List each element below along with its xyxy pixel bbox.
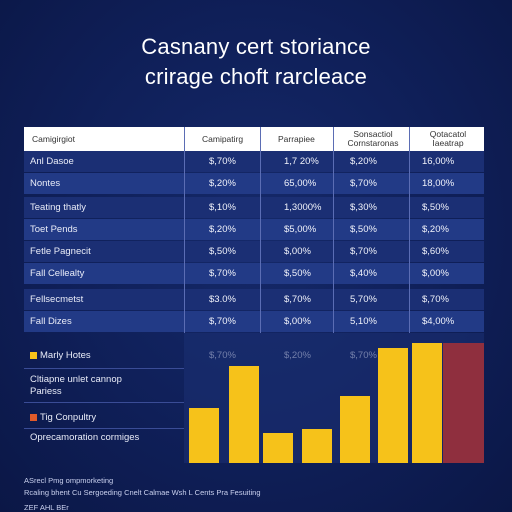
row-label: Fellsecmetst [30, 294, 84, 305]
table-cell: $,20% [209, 178, 236, 189]
row-label: Toet Pends [30, 224, 78, 235]
column-separator [333, 127, 334, 333]
table-cell: 5,10% [350, 316, 377, 327]
row-label: Teating thatly [30, 202, 86, 213]
table-cell: $,10% [209, 202, 236, 213]
divider [24, 368, 184, 369]
table-cell: $5,00% [284, 224, 317, 235]
table-cell: 16,00% [422, 156, 455, 167]
table-cell: $,20% [350, 156, 377, 167]
table-row: Fetle Pagnecit $,50% $,00% $,70% $,60% [24, 241, 484, 262]
legend-marker-icon [30, 351, 37, 359]
legend-label: Cltiapne unlet cannop Pariess [30, 374, 122, 397]
table-row: Marly Hotes $,70% $,20% $,70% [24, 345, 484, 366]
table-cell: $,20% [209, 224, 236, 235]
header-col-0: Camigirgiot [32, 134, 75, 144]
legend-marker-icon [30, 413, 37, 421]
table-row: Nontes $,20% 65,00% $,70% 18,00% [24, 173, 484, 194]
table-row: Fall Dizes $,70% $,00% 5,10% $4,00% [24, 311, 484, 332]
row-label: Anl Dasoe [30, 156, 74, 167]
row-label: Fall Dizes [30, 316, 72, 327]
table-cell: 65,00% [284, 178, 317, 189]
table-cell: $,50% [350, 224, 377, 235]
footer-line-1: ASrecl Pmg ompmorketing [24, 476, 114, 485]
table-cell: $,60% [422, 246, 449, 257]
legend-label: Oprecamoration cormiges [30, 432, 140, 443]
table-cell: $,70% [209, 316, 236, 327]
table-row: Fall Cellealty $,70% $,50% $,40% $,00% [24, 263, 484, 284]
table-cell: $,30% [350, 202, 377, 213]
table-cell: $,70% [350, 246, 377, 257]
header-col-4: Qotacatol Iaeatrap [429, 129, 467, 148]
table-cell: $,00% [422, 268, 449, 279]
bar [229, 366, 259, 463]
chart-title-line-2: crirage choft rarcleace [144, 64, 368, 89]
header-col-2: Parrapiee [278, 134, 315, 144]
divider [24, 402, 184, 403]
table-cell: 18,00% [422, 178, 455, 189]
header-col-1: Camipatirg [202, 134, 244, 144]
table-cell: $,50% [422, 202, 449, 213]
header-col-3: Sonsactiol Cornstaronas [347, 129, 399, 148]
legend-item: Cltiapne unlet cannop Pariess [30, 374, 140, 398]
row-label: Nontes [30, 178, 61, 189]
table-cell: 1,7 20% [284, 156, 319, 167]
table-cell: $,70% [209, 268, 236, 279]
legend-label: Tig Conpultry [40, 412, 97, 423]
legend-item: Oprecamoration cormiges [30, 432, 140, 444]
column-separator [409, 127, 410, 333]
table-cell: 1,3000% [284, 202, 322, 213]
bar [189, 408, 219, 463]
row-label: Marly Hotes [30, 350, 91, 361]
legend-item: Tig Conpultry [30, 412, 150, 424]
chart-title-line-1: Casnany cert storiance [141, 34, 371, 59]
table-cell: $,70% [422, 294, 449, 305]
table-cell: $4,00% [422, 316, 455, 327]
table-cell: $,50% [209, 246, 236, 257]
table-row: Fellsecmetst $3.0% $,70% 5,70% $,70% [24, 289, 484, 310]
bar [340, 396, 370, 463]
divider [24, 428, 184, 429]
table-cell: $,70% [350, 178, 377, 189]
table-row: Anl Dasoe $,70% 1,7 20% $,20% 16,00% [24, 151, 484, 172]
table-header: Camigirgiot Camipatirg Parrapiee Sonsact… [24, 127, 484, 151]
table-row: Toet Pends $,20% $5,00% $,50% $,20% [24, 219, 484, 240]
table-cell: $,20% [422, 224, 449, 235]
footer-line-3: ZEF AHL BEr [24, 503, 69, 512]
table-cell: $,20% [284, 350, 311, 361]
table-cell: $3.0% [209, 294, 236, 305]
table-cell: $,40% [350, 268, 377, 279]
column-separator [184, 127, 185, 333]
table-row: Teating thatly $,10% 1,3000% $,30% $,50% [24, 197, 484, 218]
bar [263, 433, 293, 463]
table-cell: $,50% [284, 268, 311, 279]
table-cell: $,00% [284, 316, 311, 327]
table-cell: $,00% [284, 246, 311, 257]
table-cell: $,70% [350, 350, 377, 361]
footer-line-2: Rcaling bhent Cu Sergoeding Cnelt Calmae… [24, 488, 261, 497]
row-label: Fetle Pagnecit [30, 246, 91, 257]
column-separator [260, 127, 261, 333]
bar [302, 429, 332, 463]
table-cell: $,70% [209, 350, 236, 361]
table-cell: $,70% [209, 156, 236, 167]
table-cell: 5,70% [350, 294, 377, 305]
row-label: Fall Cellealty [30, 268, 85, 279]
table-cell: $,70% [284, 294, 311, 305]
row-label-text: Marly Hotes [40, 350, 91, 361]
